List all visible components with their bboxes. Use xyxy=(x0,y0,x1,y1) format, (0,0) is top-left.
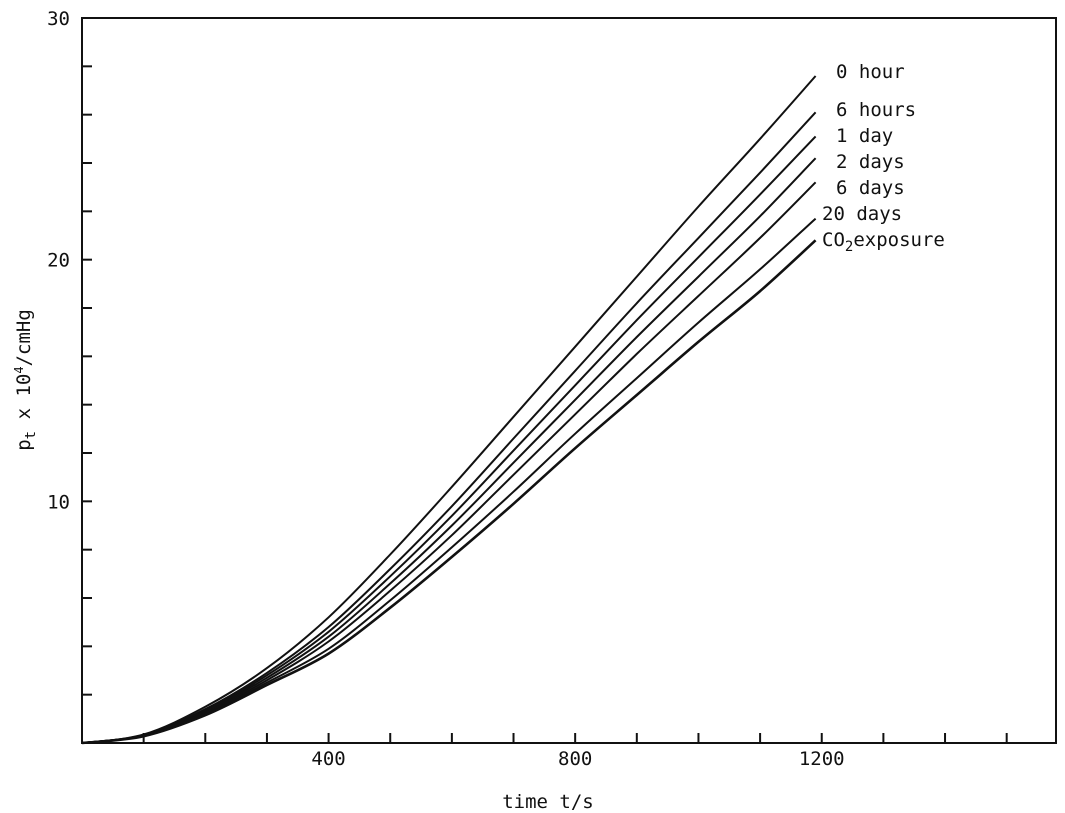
co2-label-rest: exposure xyxy=(853,229,945,251)
series-labels: 0 hour 6 hours 1 day 2 days 6 days 20 da… xyxy=(822,61,945,255)
co2-label-sub: 2 xyxy=(845,239,853,255)
series-lines xyxy=(81,75,817,745)
x-tick-label-1200: 1200 xyxy=(799,748,845,770)
y-axis-title-sub: t xyxy=(23,431,39,439)
y-tick-label-30: 30 xyxy=(47,8,70,30)
axis-ticks xyxy=(82,65,1008,743)
series-label-0-hour: 0 hour xyxy=(836,61,905,83)
x-tick-label-800: 800 xyxy=(558,748,592,770)
x-axis-title: time t/s xyxy=(502,791,594,813)
series-line-6-hours xyxy=(81,111,817,744)
series-label-6-hours: 6 hours xyxy=(836,99,916,121)
series-line-6-days xyxy=(81,181,817,744)
co2-label-base: CO xyxy=(822,229,845,251)
series-label-20-days: 20 days xyxy=(822,203,902,225)
y-tick-label-20: 20 xyxy=(47,250,70,272)
x-tick-label-400: 400 xyxy=(311,748,345,770)
series-line-2-days xyxy=(81,157,817,744)
series-label-co2-exposure: CO2exposure xyxy=(822,229,945,255)
series-label-2-days: 2 days xyxy=(836,151,905,173)
plot-frame xyxy=(81,17,1057,744)
y-axis-title-sup: 4 xyxy=(12,366,26,373)
y-axis-title-end: /cmHg xyxy=(13,309,35,366)
series-line-0-hour xyxy=(81,75,817,744)
y-tick-label-10: 10 xyxy=(47,491,70,513)
y-tick-labels: 10 20 30 xyxy=(47,8,70,513)
y-axis-title: pt x 104/cmHg xyxy=(12,309,39,451)
y-axis-title-base: p xyxy=(13,439,35,450)
series-label-6-days: 6 days xyxy=(836,177,905,199)
series-line-co2exposure xyxy=(81,239,817,745)
y-axis-title-mid: x 10 xyxy=(13,374,35,431)
x-tick-labels: 400 800 1200 xyxy=(311,748,844,770)
series-line-20-days xyxy=(81,217,817,744)
series-line-1-day xyxy=(81,135,817,744)
series-label-1-day: 1 day xyxy=(836,125,893,147)
